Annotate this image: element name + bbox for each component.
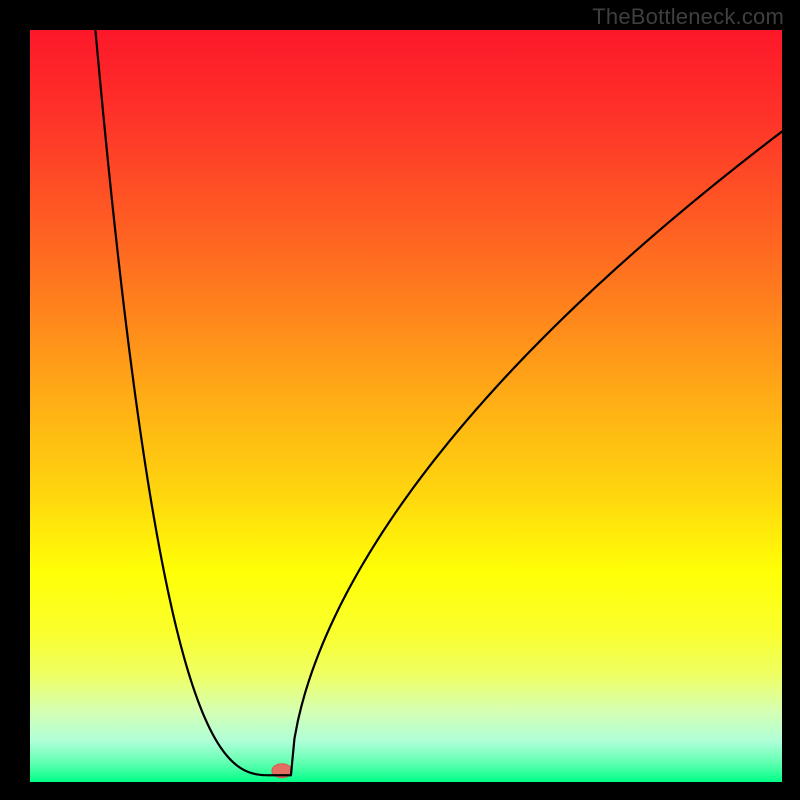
curve-layer bbox=[0, 0, 800, 800]
bottleneck-curve bbox=[95, 30, 782, 775]
chart-frame: TheBottleneck.com bbox=[0, 0, 800, 800]
